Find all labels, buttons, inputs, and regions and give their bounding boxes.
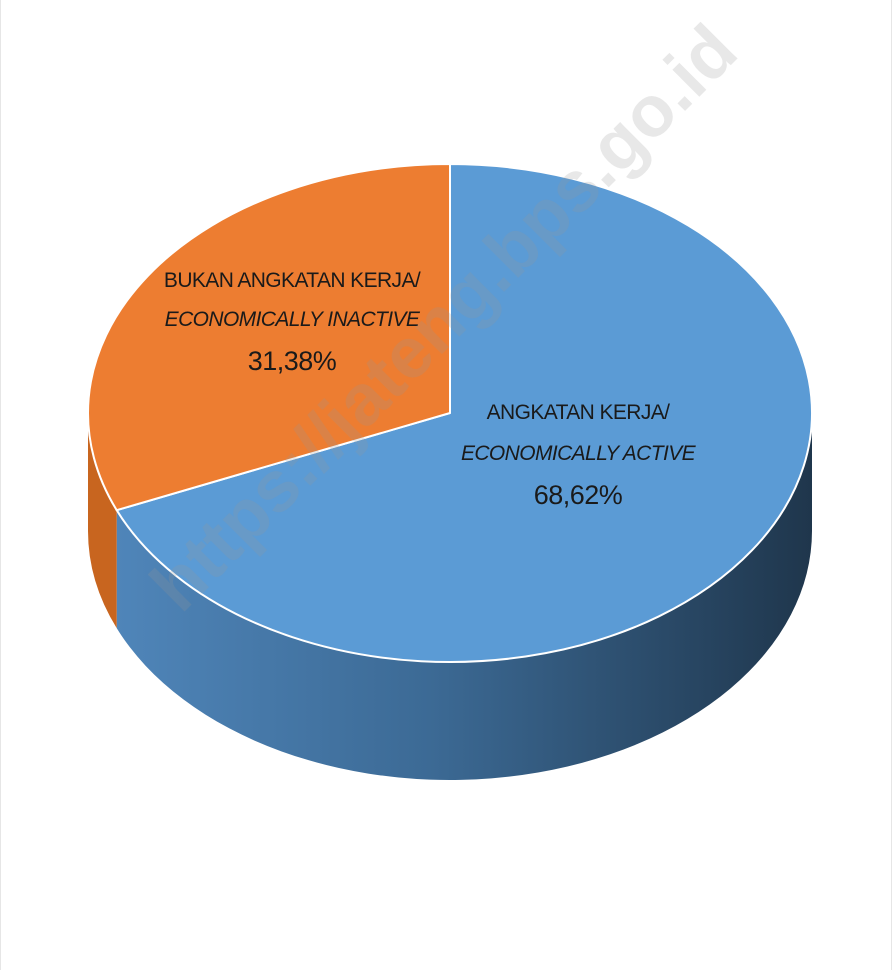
inactive-slice-side — [88, 413, 117, 629]
active-slice-label: ANGKATAN KERJA/ — [487, 401, 671, 424]
active-slice-label-en: ECONOMICALLY ACTIVE — [461, 442, 697, 465]
inactive-slice-label-en: ECONOMICALLY INACTIVE — [165, 308, 421, 331]
active-slice-value: 68,62% — [534, 480, 623, 510]
inactive-slice — [87, 163, 451, 512]
inactive-slice-label: BUKAN ANGKATAN KERJA/ — [164, 269, 421, 292]
active-slice-side — [116, 413, 813, 780]
slices-layer — [87, 163, 813, 780]
inactive-slice-value: 31,38% — [248, 346, 337, 376]
active-slice — [115, 163, 813, 663]
labels-layer: ANGKATAN KERJA/ ECONOMICALLY ACTIVE 68,6… — [164, 269, 697, 510]
